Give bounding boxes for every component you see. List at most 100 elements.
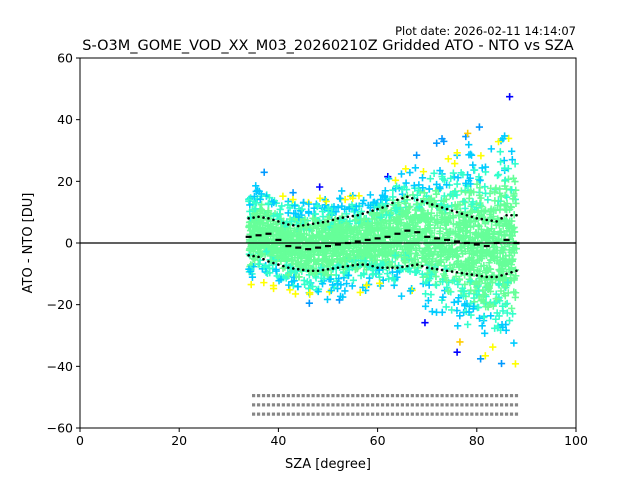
scatter-point	[494, 280, 503, 288]
bin-annotation-glyph	[514, 403, 519, 407]
bin-annotation-glyph	[346, 412, 350, 416]
scatter-point	[448, 306, 456, 314]
scatter-point	[452, 247, 460, 255]
bin-annotation-glyph	[450, 394, 454, 398]
scatter-point	[402, 179, 410, 187]
scatter-point	[474, 303, 483, 312]
scatter-point	[291, 202, 299, 210]
bin-annotation-glyph	[291, 394, 295, 398]
scatter-point	[260, 168, 268, 176]
scatter-point	[509, 195, 517, 203]
std-marker	[267, 217, 270, 220]
bin-annotation-glyph	[361, 412, 365, 416]
scatter-point	[439, 197, 448, 205]
scatter-point	[289, 195, 297, 204]
scatter-point	[342, 210, 351, 218]
scatter-point	[440, 270, 448, 278]
scatter-point	[278, 202, 286, 210]
scatter-point	[464, 320, 472, 329]
bin-annotation-glyph	[301, 394, 305, 398]
scatter-point	[453, 348, 461, 356]
scatter-point	[383, 270, 392, 278]
scatter-point	[277, 275, 285, 283]
scatter-point	[454, 253, 462, 261]
scatter-point	[318, 227, 326, 235]
scatter-point	[348, 282, 356, 290]
scatter-point	[314, 287, 322, 296]
bin-annotation-glyph	[306, 403, 310, 407]
std-marker	[420, 200, 424, 203]
bin-annotation-glyph	[410, 403, 414, 407]
scatter-point	[476, 201, 485, 209]
scatter-point	[475, 314, 484, 322]
scatter-point	[389, 193, 397, 201]
scatter-point	[426, 175, 434, 183]
scatter-point	[479, 214, 487, 222]
scatter-point	[497, 193, 505, 201]
scatter-point	[468, 260, 476, 268]
scatter-point	[358, 222, 367, 230]
scatter-point	[344, 271, 353, 279]
scatter-point	[483, 226, 491, 234]
bin-annotation-glyph	[509, 394, 514, 398]
bin-annotation-glyph	[266, 403, 271, 407]
scatter-point	[397, 170, 406, 178]
std-marker	[277, 220, 280, 223]
scatter-point	[400, 253, 408, 261]
bin-annotation-glyph	[316, 403, 320, 407]
chart-title: S-O3M_GOME_VOD_XX_M03_20260210Z Gridded …	[82, 38, 573, 54]
bin-annotation-glyph	[256, 394, 261, 398]
bin-annotation-glyph	[291, 403, 295, 407]
scatter-point	[455, 263, 463, 271]
scatter-point	[506, 205, 514, 214]
bin-annotation-glyph	[261, 412, 266, 416]
scatter-point	[415, 203, 423, 211]
bin-annotation-glyph	[435, 394, 439, 398]
bin-annotation-glyph	[286, 412, 290, 416]
scatter-point	[309, 224, 317, 233]
std-marker	[287, 223, 290, 226]
bin-annotation-glyph	[420, 394, 424, 398]
scatter-point	[364, 230, 372, 238]
bin-annotation-glyph	[485, 412, 489, 416]
scatter-point	[432, 272, 440, 280]
bin-annotation-glyph	[460, 394, 464, 398]
scatter-point	[438, 135, 446, 143]
std-marker	[510, 270, 513, 274]
scatter-point	[404, 222, 412, 230]
scatter-point	[478, 164, 486, 172]
bin-annotation-glyph	[366, 394, 370, 398]
bin-annotation-glyph	[430, 403, 434, 407]
scatter-point	[262, 247, 271, 256]
scatter-point	[250, 192, 259, 201]
std-marker	[247, 217, 250, 220]
scatter-point	[442, 303, 450, 311]
scatter-point	[370, 210, 378, 218]
scatter-point	[246, 238, 254, 246]
bin-annotation-glyph	[271, 394, 276, 398]
scatter-point	[406, 267, 414, 275]
bin-annotation-glyph	[490, 412, 494, 416]
bin-annotation-glyph	[301, 412, 305, 416]
bin-annotation-glyph	[361, 403, 365, 407]
scatter-point	[508, 232, 516, 240]
scatter-point	[337, 227, 345, 236]
scatter-point	[433, 139, 441, 147]
scatter-point	[446, 227, 454, 235]
bin-annotation-glyph	[470, 394, 474, 398]
scatter-point	[431, 280, 440, 289]
scatter-point	[382, 211, 390, 219]
bin-annotation-glyph	[341, 394, 345, 398]
scatter-point	[484, 283, 493, 291]
bin-annotation-glyph	[281, 412, 285, 416]
bin-annotation-glyph	[341, 412, 345, 416]
std-marker	[430, 267, 434, 270]
std-marker	[475, 274, 479, 277]
bin-annotation-glyph	[321, 394, 325, 398]
std-marker	[445, 269, 449, 273]
std-marker	[277, 263, 280, 266]
scatter-point	[497, 287, 505, 295]
std-marker	[341, 216, 345, 219]
scatter-point	[471, 234, 479, 242]
